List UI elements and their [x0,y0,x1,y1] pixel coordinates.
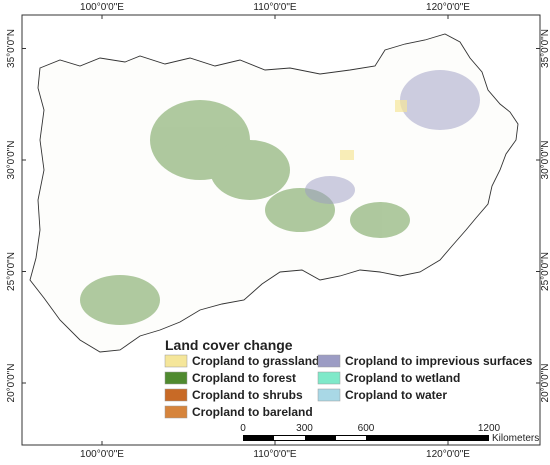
scale-label: 300 [296,423,313,434]
region-outline [29,33,519,353]
longitude-label: 120°0'0"E [426,2,470,13]
longitude-label: 110°0'0"E [253,2,297,13]
legend-label: Cropland to wetland [345,371,460,385]
scale-label: 600 [358,423,375,434]
scale-unit: Kilometers [492,433,539,444]
latitude-label: 35°0'0"N [6,29,17,68]
legend-swatch [164,354,188,368]
latitude-label: 35°0'0"N [540,29,550,68]
legend-label: Cropland to forest [192,371,296,385]
legend-label: Cropland to shrubs [192,388,303,402]
longitude-label: 100°0'0"E [80,449,124,460]
legend-title: Land cover change [165,337,293,353]
legend-label: Cropland to water [345,388,447,402]
latitude-label: 30°0'0"N [540,141,550,180]
longitude-label: 110°0'0"E [253,449,297,460]
legend-label: Cropland to bareland [192,405,313,419]
longitude-label: 100°0'0"E [80,2,124,13]
legend-label: Cropland to grassland [192,354,319,368]
latitude-label: 25°0'0"N [6,252,17,291]
scale-label: 1200 [478,423,501,434]
latitude-label: 30°0'0"N [6,141,17,180]
legend-swatch [164,371,188,385]
legend-swatch [317,354,341,368]
scale-bar [243,435,489,441]
legend-swatch [317,371,341,385]
legend-swatch [317,388,341,402]
legend-label: Cropland to imprevious surfaces [345,354,533,368]
scale-bar-segment [274,436,305,440]
legend-swatch [164,388,188,402]
scale-label: 0 [240,423,246,434]
impervious-patches [305,70,480,204]
latitude-label: 20°0'0"N [6,364,17,403]
grassland-patches [340,100,407,160]
legend-swatch [164,405,188,419]
latitude-label: 25°0'0"N [540,252,550,291]
latitude-label: 20°0'0"N [540,364,550,403]
scale-bar-segment [336,436,366,440]
longitude-label: 120°0'0"E [426,449,470,460]
